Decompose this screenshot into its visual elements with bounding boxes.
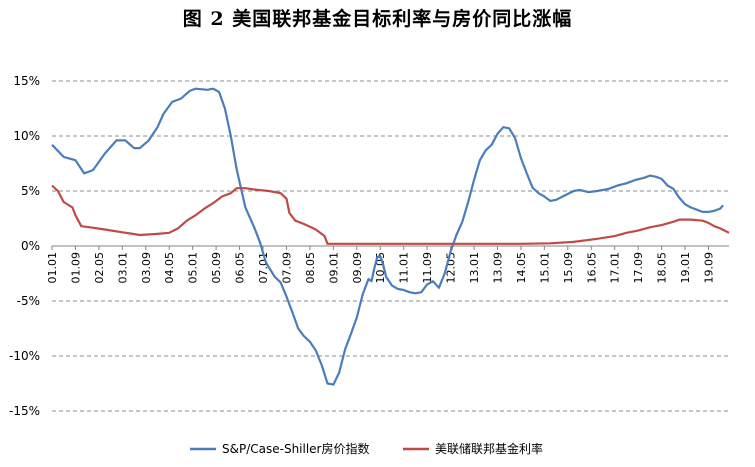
x-tick-label: 14.05 (515, 252, 528, 284)
x-tick-label: 09.09 (351, 252, 364, 284)
x-tick-label: 06.05 (234, 252, 247, 284)
y-axis-ticks: 15% 10% 5% 0% -5% -10% -15% (9, 74, 40, 418)
x-tick-label: 04.05 (163, 252, 176, 284)
y-tick-label: 0% (21, 239, 40, 253)
x-tick-label: 11.09 (421, 252, 434, 284)
x-tick-label: 01.01 (46, 252, 59, 284)
legend-label: 美联储联邦基金利率 (435, 441, 543, 456)
x-tick-label: 17.01 (609, 252, 622, 284)
x-tick-label: 18.05 (656, 252, 669, 284)
x-tick-label: 01.09 (69, 252, 82, 284)
legend: S&P/Case-Shiller房价指数 美联储联邦基金利率 (190, 441, 543, 456)
series-lines (51, 87, 730, 386)
chart-title: 图 2 美国联邦基金目标利率与房价同比涨幅 (182, 8, 573, 30)
gridlines (52, 80, 729, 412)
x-tick-label: 07.09 (280, 252, 293, 284)
x-tick-label: 05.01 (187, 252, 200, 284)
x-tick-label: 19.01 (679, 252, 692, 284)
y-tick-label: -10% (9, 349, 40, 363)
x-axis-ticks: 01.01 01.09 02.05 03.01 03.09 04.05 05.01 05.09… (46, 252, 715, 284)
x-tick-label: 15.09 (562, 252, 575, 284)
x-tick-label: 03.01 (116, 252, 129, 284)
x-tick-label: 03.09 (140, 252, 153, 284)
x-tick-label: 05.09 (210, 252, 223, 284)
x-tick-label: 13.09 (491, 252, 504, 284)
y-tick-label: -5% (17, 294, 40, 308)
x-axis (51, 245, 729, 250)
y-tick-label: 5% (21, 184, 40, 198)
x-tick-label: 13.01 (468, 252, 481, 284)
x-tick-label: 02.05 (93, 252, 106, 284)
series-line-1 (51, 87, 724, 386)
x-tick-label: 07.01 (257, 252, 270, 284)
y-tick-label: 10% (13, 129, 40, 143)
y-tick-label: 15% (13, 74, 40, 88)
legend-label: S&P/Case-Shiller房价指数 (222, 441, 370, 456)
x-tick-label: 16.05 (585, 252, 598, 284)
x-tick-label: 09.01 (327, 252, 340, 284)
x-tick-label: 15.01 (538, 252, 551, 284)
y-tick-label: -15% (9, 404, 40, 418)
series-line-2 (51, 184, 730, 245)
x-tick-label: 11.01 (398, 252, 411, 284)
x-tick-label: 19.09 (702, 252, 715, 284)
x-tick-label: 08.05 (304, 252, 317, 284)
x-tick-label: 17.09 (632, 252, 645, 284)
